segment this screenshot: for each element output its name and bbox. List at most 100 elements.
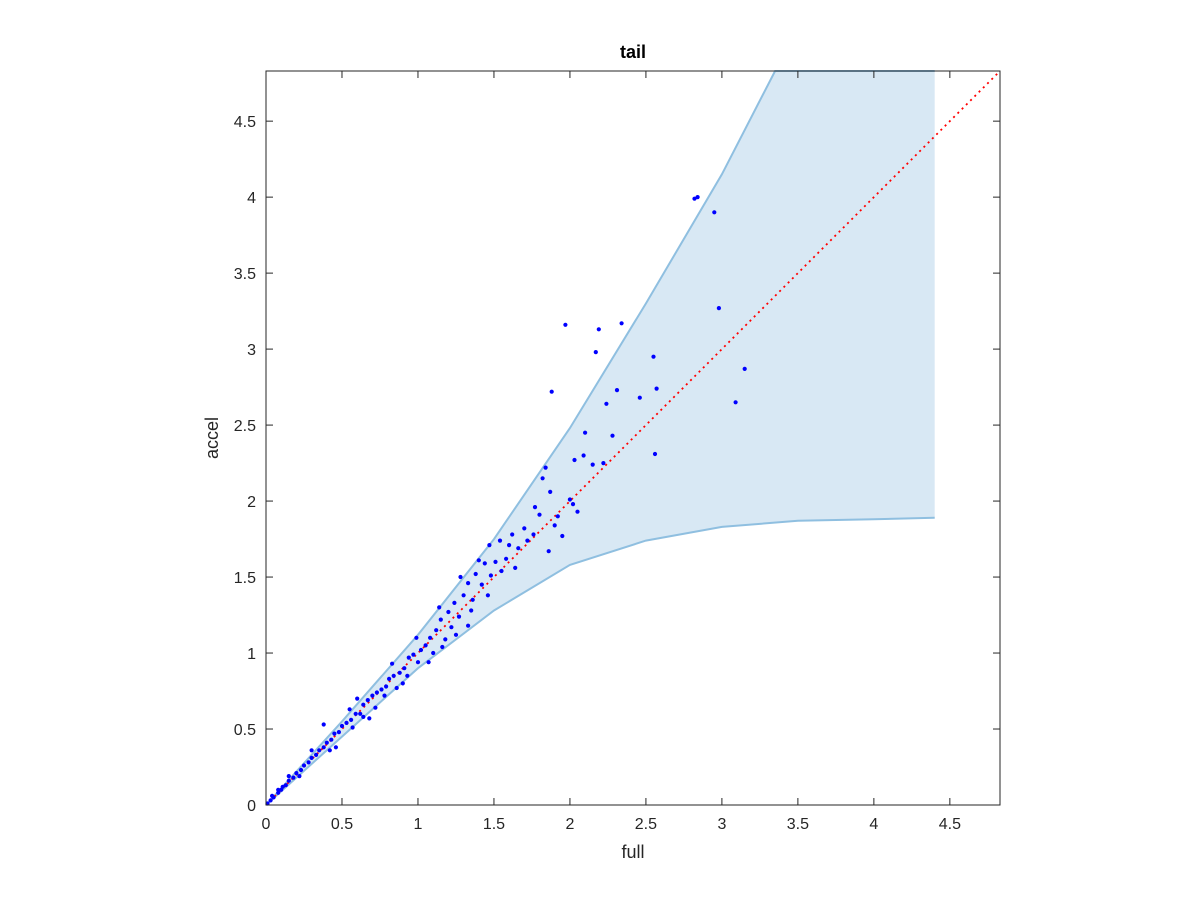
data-point-45	[493, 559, 498, 565]
data-point-1	[695, 195, 700, 200]
data-point-132	[270, 793, 275, 799]
x-tick-label-4: 2	[565, 816, 574, 833]
data-point-22	[601, 461, 606, 466]
data-point-51	[479, 582, 484, 587]
data-point-47	[513, 565, 518, 571]
scatter-points	[265, 195, 747, 806]
data-point-23	[543, 465, 548, 470]
data-point-43	[476, 558, 481, 563]
data-point-121	[297, 774, 302, 779]
data-point-84	[344, 720, 349, 726]
y-tick-label-6: 3	[247, 342, 256, 359]
y-tick-label-5: 2.5	[234, 418, 256, 435]
data-point-52	[466, 581, 471, 586]
data-point-89	[324, 740, 329, 745]
data-point-85	[339, 723, 345, 729]
data-point-46	[504, 556, 509, 561]
data-point-122	[286, 774, 291, 779]
y-tick-label-0: 0	[247, 798, 256, 815]
data-point-115	[394, 685, 399, 691]
data-point-61	[449, 625, 454, 630]
data-point-92	[314, 752, 319, 758]
data-point-106	[321, 722, 326, 727]
data-point-54	[461, 593, 466, 598]
data-point-3	[716, 306, 722, 311]
data-point-118	[453, 632, 459, 637]
data-point-14	[637, 395, 642, 400]
data-point-59	[456, 614, 462, 619]
data-point-26	[567, 497, 573, 502]
data-point-36	[516, 546, 521, 551]
data-point-113	[373, 705, 378, 710]
data-point-25	[548, 489, 553, 494]
x-tick-label-9: 4.5	[939, 816, 961, 833]
data-point-70	[406, 655, 411, 660]
axes-box	[265, 70, 1001, 806]
data-point-40	[497, 538, 503, 543]
data-point-108	[367, 716, 372, 721]
y-tick-label-2: 1	[247, 646, 256, 663]
data-point-112	[355, 696, 360, 701]
x-tick-label-0: 0	[262, 816, 271, 833]
y-tick-label-3: 1.5	[234, 570, 256, 587]
data-point-6	[619, 321, 624, 326]
data-point-124	[350, 725, 355, 730]
data-point-66	[423, 643, 428, 648]
y-tick-label-7: 3.5	[234, 266, 256, 283]
data-point-18	[652, 451, 658, 457]
data-point-80	[361, 702, 366, 707]
data-point-35	[510, 532, 515, 537]
data-point-16	[583, 430, 588, 435]
data-point-27	[570, 502, 576, 507]
data-point-42	[560, 533, 565, 539]
data-point-5	[596, 327, 601, 332]
data-point-33	[522, 526, 527, 531]
data-point-28	[532, 505, 538, 510]
data-point-120	[309, 748, 314, 753]
y-axis-label: accel	[202, 417, 222, 459]
data-point-96	[298, 767, 304, 773]
data-point-73	[391, 673, 396, 678]
data-point-31	[575, 509, 580, 514]
data-point-77	[374, 690, 379, 695]
data-point-34	[531, 532, 536, 537]
data-point-130	[469, 608, 474, 613]
x-tick-label-3: 1.5	[483, 816, 505, 833]
data-point-49	[499, 568, 504, 574]
data-point-10	[549, 389, 554, 394]
data-point-63	[434, 628, 439, 633]
data-point-98	[291, 775, 296, 780]
data-point-129	[437, 605, 442, 610]
data-point-123	[280, 784, 285, 789]
data-point-72	[397, 670, 402, 675]
data-point-127	[405, 673, 410, 678]
data-point-67	[418, 647, 424, 653]
data-point-119	[327, 748, 332, 753]
x-tick-label-6: 3	[717, 816, 726, 833]
data-point-38	[507, 543, 512, 548]
data-point-71	[402, 666, 407, 671]
data-point-24	[540, 476, 545, 481]
data-point-131	[276, 787, 281, 792]
data-point-9	[742, 366, 747, 371]
data-point-111	[390, 661, 395, 666]
data-point-32	[552, 523, 557, 528]
data-point-75	[384, 684, 389, 689]
data-point-114	[347, 707, 352, 712]
data-point-74	[387, 676, 392, 682]
data-point-12	[654, 386, 659, 391]
data-point-116	[440, 644, 445, 650]
data-point-53	[458, 574, 463, 580]
data-point-64	[428, 635, 433, 640]
data-point-97	[294, 771, 299, 776]
data-point-86	[336, 730, 341, 735]
y-tick-label-8: 4	[247, 190, 256, 207]
data-point-99	[286, 778, 291, 783]
data-point-50	[488, 573, 493, 578]
data-point-125	[361, 714, 366, 720]
data-point-56	[470, 597, 475, 602]
data-point-39	[525, 538, 530, 543]
data-point-60	[438, 617, 443, 622]
data-point-87	[332, 731, 337, 736]
